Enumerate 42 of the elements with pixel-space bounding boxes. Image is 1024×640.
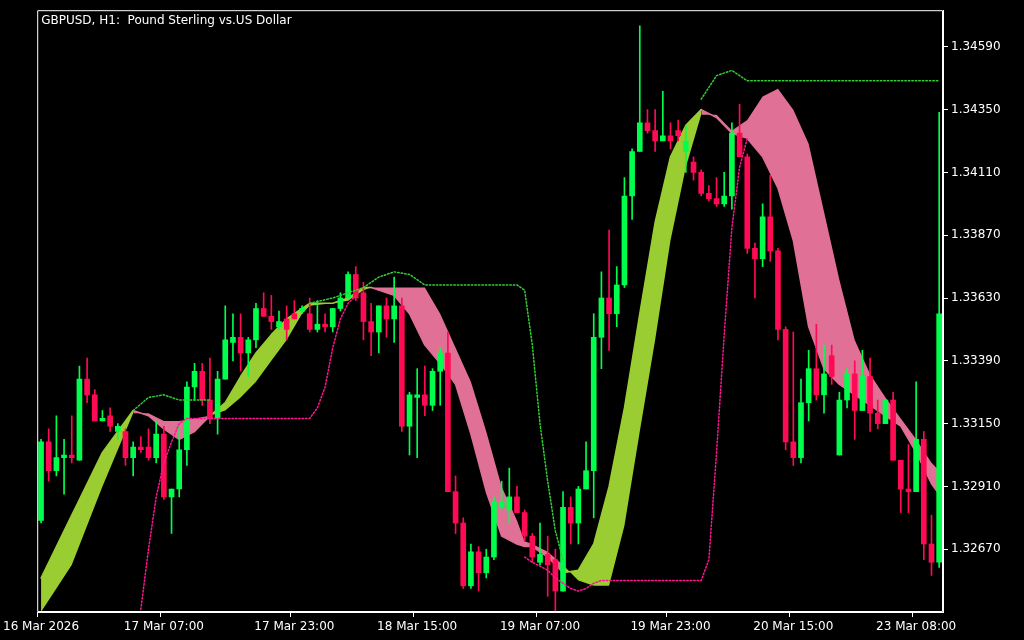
candlestick <box>606 229 612 351</box>
x-tick-label: 17 Mar 23:00 <box>254 619 335 634</box>
y-tick-label: 1.32670 <box>951 541 1001 556</box>
line-series <box>523 137 749 592</box>
candlestick <box>414 368 421 458</box>
x-tick-label: 20 Mar 15:00 <box>753 619 834 634</box>
y-tick-label: 1.33150 <box>951 415 1001 430</box>
y-tick-label: 1.33390 <box>951 352 1001 367</box>
candlestick <box>544 535 551 597</box>
candlestick <box>68 415 75 464</box>
candlestick <box>61 438 67 495</box>
chart-title: GBPUSD, H1: Pound Sterling vs.US Dollar <box>41 13 292 28</box>
candlestick <box>721 172 728 207</box>
candlestick <box>230 313 236 362</box>
candlestick <box>322 313 328 333</box>
y-tick-label: 1.34110 <box>951 164 1001 179</box>
candlestick <box>268 295 275 330</box>
x-tick-label: 19 Mar 07:00 <box>499 619 581 634</box>
y-tick-label: 1.33630 <box>951 290 1001 305</box>
candlestick <box>537 522 543 566</box>
line-series <box>700 69 940 100</box>
y-tick-label: 1.34590 <box>951 38 1001 53</box>
line-series <box>308 271 564 561</box>
x-tick-label: 16 Mar 2026 <box>3 619 80 634</box>
candlestick <box>422 365 428 417</box>
y-tick-label: 1.32910 <box>951 478 1001 493</box>
candlestick <box>683 125 689 173</box>
candlestick <box>138 436 144 453</box>
x-tick-label: 23 Mar 08:00 <box>876 619 957 634</box>
candlestick <box>659 90 666 142</box>
x-tick-label: 17 Mar 07:00 <box>123 619 204 634</box>
candlestick <box>790 331 797 466</box>
candlestick <box>652 109 658 152</box>
y-tick-label: 1.34350 <box>951 101 1001 116</box>
candlestick <box>636 25 643 152</box>
candlestick <box>368 302 374 356</box>
candlestick <box>506 467 513 524</box>
candlestick <box>391 276 397 343</box>
y-tick-label: 1.33870 <box>951 227 1001 242</box>
candlestick <box>752 242 758 299</box>
x-tick-label: 18 Mar 15:00 <box>377 619 458 634</box>
x-tick-label: 19 Mar 23:00 <box>630 619 711 634</box>
